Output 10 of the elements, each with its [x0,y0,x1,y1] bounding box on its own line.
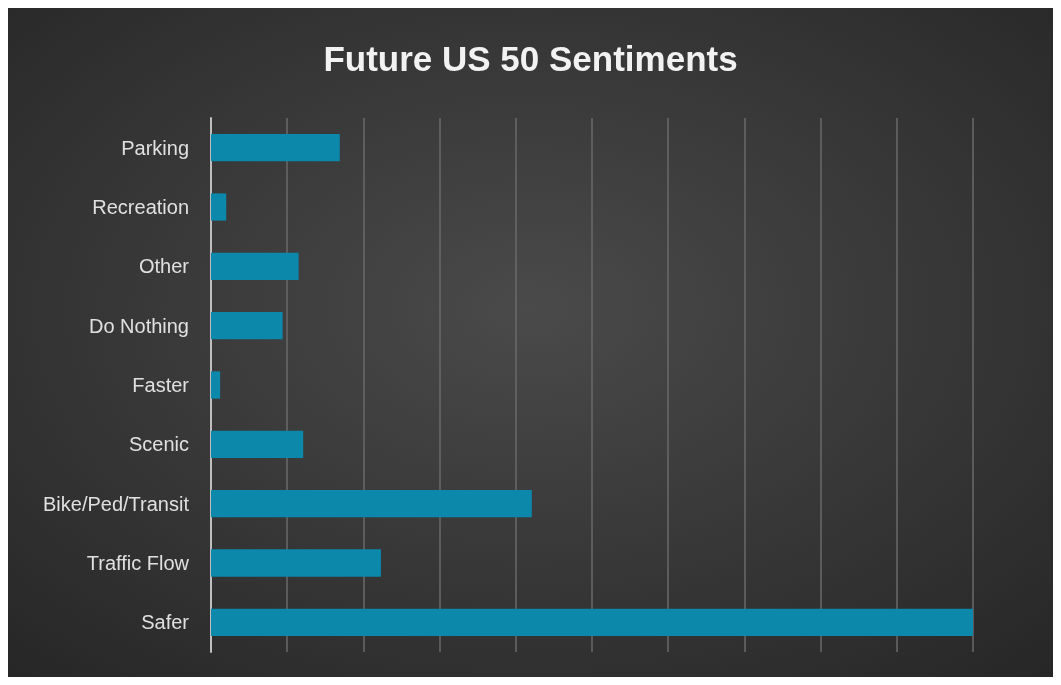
y-tick-label: Bike/Ped/Transit [43,492,190,515]
chart-title: Future US 50 Sentiments [323,39,738,78]
y-tick-label: Do Nothing [88,314,189,337]
y-tick-label: Parking [121,136,189,159]
y-tick-label: Scenic [128,433,189,456]
y-tick-label: Traffic Flow [86,552,190,574]
y-tick-label: Other [138,255,190,278]
y-tick-label: Safer [141,611,190,634]
y-tick-label: Recreation [92,196,189,218]
y-tick-label: Faster [132,374,190,396]
